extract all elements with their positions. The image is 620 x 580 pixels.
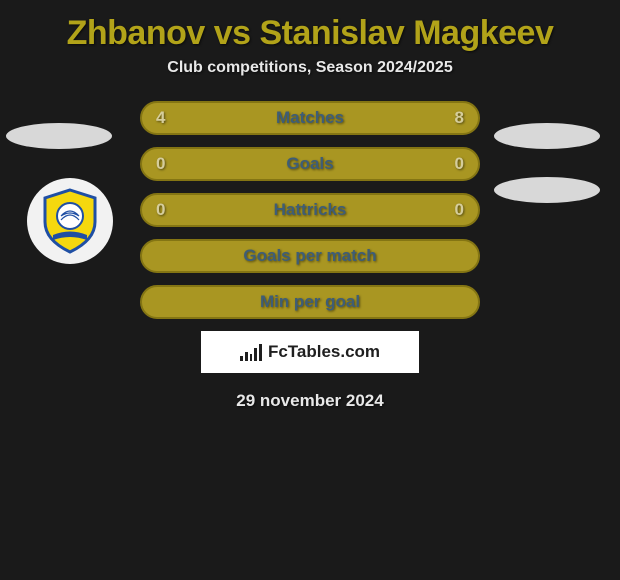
date-text: 29 november 2024	[0, 391, 620, 411]
stat-label: Hattricks	[274, 200, 347, 220]
brand-box: FcTables.com	[201, 331, 419, 373]
stat-left-value: 0	[156, 154, 165, 174]
page-title: Zhbanov vs Stanislav Magkeev	[0, 0, 620, 59]
stat-label: Matches	[276, 108, 344, 128]
player-left-oval	[6, 123, 112, 149]
stat-label: Goals per match	[243, 246, 376, 266]
player-right-oval-2	[494, 177, 600, 203]
stat-right-value: 8	[455, 108, 464, 128]
stats-container: 4 Matches 8 0 Goals 0 0 Hattricks 0 Goals per mat…	[140, 101, 480, 319]
stat-label: Goals	[286, 154, 333, 174]
stat-label: Min per goal	[260, 292, 360, 312]
stat-right-value: 0	[455, 200, 464, 220]
stat-row-single: Goals per match	[140, 239, 480, 273]
player-right-oval-1	[494, 123, 600, 149]
stat-row: 4 Matches 8	[140, 101, 480, 135]
brand-text: FcTables.com	[268, 342, 380, 362]
club-shield-icon	[41, 188, 99, 254]
stat-row-single: Min per goal	[140, 285, 480, 319]
title-text: Zhbanov vs Stanislav Magkeev	[67, 14, 554, 52]
stat-row: 0 Hattricks 0	[140, 193, 480, 227]
stat-left-value: 4	[156, 108, 165, 128]
brand-bars-icon	[240, 343, 262, 361]
subtitle: Club competitions, Season 2024/2025	[0, 59, 620, 77]
stat-row: 0 Goals 0	[140, 147, 480, 181]
club-badge	[27, 178, 113, 264]
stat-left-value: 0	[156, 200, 165, 220]
stat-right-value: 0	[455, 154, 464, 174]
